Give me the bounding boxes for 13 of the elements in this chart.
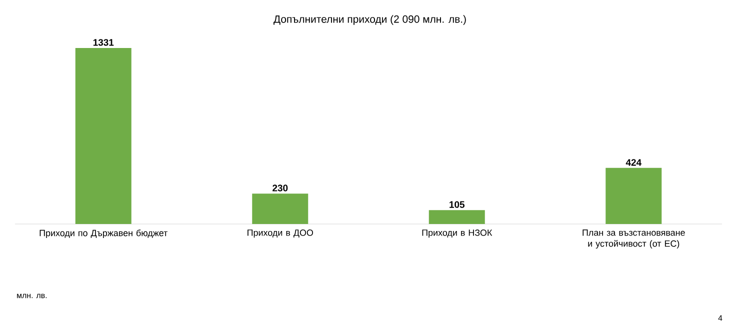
- bar: [428, 210, 485, 224]
- x-tick-label: План за възстановяване и устойчивост (от ЕС): [582, 230, 685, 249]
- chart-title: Допълнителни приходи (2 090 млн. лв.): [274, 15, 466, 25]
- x-tick-label: Приходи по Държавен бюджет: [40, 230, 168, 238]
- bar: [606, 168, 662, 224]
- x-tick-label: Приходи в НЗОК: [422, 230, 492, 238]
- data-label: 424: [626, 159, 642, 166]
- x-tick-label: Приходи в ДОО: [248, 230, 314, 238]
- bar: [252, 194, 308, 224]
- data-label: 105: [450, 201, 465, 208]
- bar: [75, 48, 132, 224]
- data-label: 230: [272, 184, 288, 192]
- data-label: 1331: [93, 39, 114, 46]
